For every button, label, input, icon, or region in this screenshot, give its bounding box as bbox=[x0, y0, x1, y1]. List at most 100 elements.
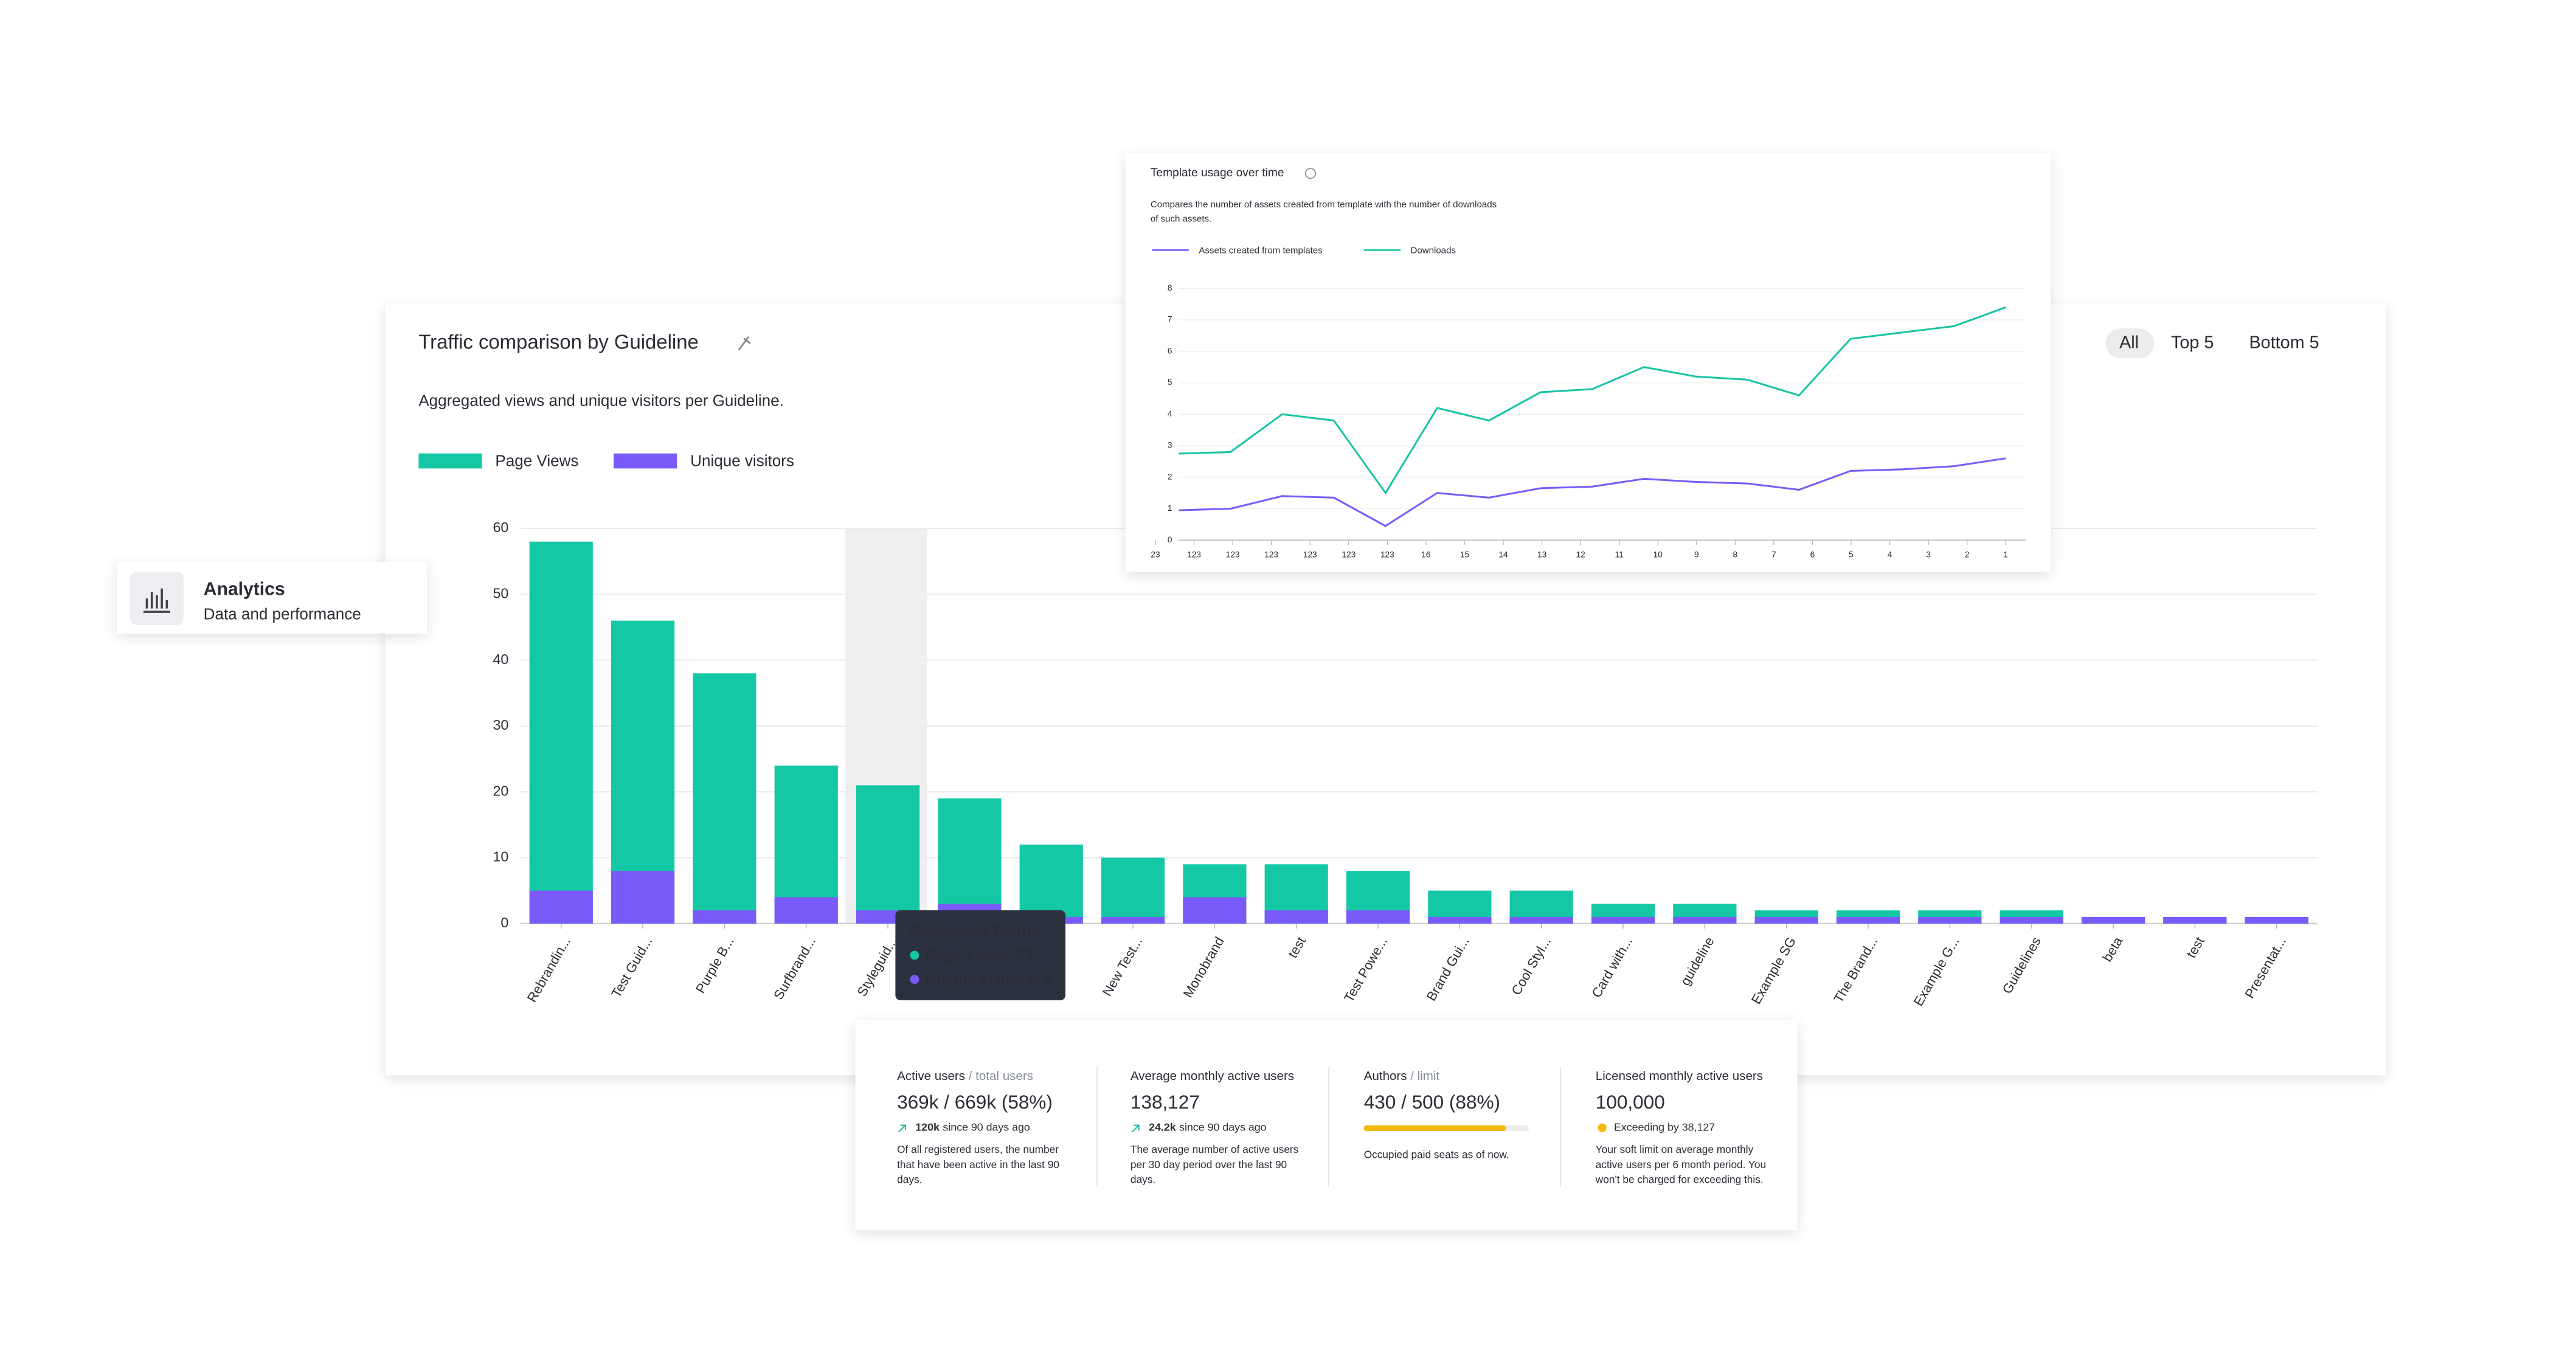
stat-description: per 30 day period over the last 90 bbox=[1130, 1158, 1287, 1171]
card bbox=[855, 1020, 1798, 1231]
legend-label: Downloads bbox=[1410, 246, 1456, 256]
line bbox=[1179, 306, 2006, 495]
filter-button[interactable]: Bottom 5 bbox=[2249, 333, 2319, 352]
x-tick-label: 16 bbox=[1421, 550, 1431, 559]
y-tick-label: 4 bbox=[1168, 409, 1172, 418]
y-tick-label: 0 bbox=[500, 915, 508, 930]
x-tick-label: 123 bbox=[1264, 550, 1278, 559]
y-tick-label: 3 bbox=[1168, 441, 1172, 450]
y-tick-label: 20 bbox=[493, 783, 508, 798]
bar bbox=[2163, 916, 2227, 924]
bar bbox=[1754, 916, 1818, 924]
x-tick-label: 2 bbox=[1965, 550, 1970, 559]
x-tick-label: 23 bbox=[1151, 550, 1160, 559]
stat-description: that have been active in the last 90 bbox=[897, 1158, 1059, 1171]
bar bbox=[1183, 897, 1247, 924]
y-tick-label: 60 bbox=[493, 519, 508, 535]
tooltip-box bbox=[895, 910, 1066, 1000]
x-tick-label: 4 bbox=[1888, 550, 1892, 559]
trend-icon bbox=[898, 1124, 906, 1133]
legend-label: Assets created from templates bbox=[1199, 246, 1322, 256]
y-tick-label: 8 bbox=[1168, 283, 1172, 292]
card bbox=[1125, 153, 2051, 572]
x-tick-label: 3 bbox=[1926, 550, 1931, 559]
info-icon bbox=[1304, 168, 1317, 179]
template-card: Template usage over time Compares the num… bbox=[1125, 153, 2051, 572]
stat-description: The average number of active users bbox=[1130, 1143, 1299, 1155]
tooltip-line: Unique visitors: 2 bbox=[926, 971, 1051, 988]
filter-button[interactable]: Top 5 bbox=[2171, 333, 2214, 352]
stat-description: won't be charged for exceeding this. bbox=[1595, 1174, 1764, 1186]
x-tick-label: 123 bbox=[1226, 550, 1240, 559]
bar bbox=[529, 890, 593, 924]
legend-swatch bbox=[418, 453, 482, 469]
x-tick-label: 123 bbox=[1380, 550, 1394, 559]
delta-value: 120k bbox=[915, 1121, 940, 1133]
bar bbox=[1346, 910, 1410, 924]
stat-value: 369k / 669k (58%) bbox=[897, 1091, 1053, 1113]
stat-value: 430 / 500 (88%) bbox=[1364, 1091, 1500, 1113]
stat-value: 100,000 bbox=[1596, 1091, 1665, 1113]
stat-label: Active users / total users bbox=[897, 1069, 1033, 1083]
bar bbox=[2081, 916, 2145, 924]
line bbox=[1179, 457, 2006, 527]
chart-title: Traffic comparison by Guideline bbox=[418, 330, 698, 353]
bar bbox=[938, 798, 1002, 924]
y-tick-label: 40 bbox=[493, 651, 508, 667]
label-suffix: / total users bbox=[965, 1069, 1033, 1083]
delta-text: since 90 days ago bbox=[943, 1121, 1030, 1133]
chart-subtitle: Aggregated views and unique visitors per… bbox=[418, 392, 784, 410]
chart-subtitle: Compares the number of assets created fr… bbox=[1151, 199, 1497, 210]
bar bbox=[1673, 916, 1737, 924]
legend-swatch bbox=[614, 453, 677, 469]
x-tick-label: 12 bbox=[1576, 550, 1585, 559]
filter-button[interactable]: All bbox=[2119, 333, 2139, 352]
label-main: Average monthly active users bbox=[1130, 1069, 1294, 1083]
stat-label: Licensed monthly active users bbox=[1596, 1069, 1763, 1083]
bar bbox=[1836, 916, 1900, 924]
chart-subtitle: of such assets. bbox=[1151, 213, 1211, 224]
tooltip-title: Styleguide Selina bbox=[909, 921, 1040, 940]
label-main: Active users bbox=[897, 1069, 965, 1083]
x-tick-label: 5 bbox=[1849, 550, 1854, 559]
x-tick-label: 1 bbox=[2003, 550, 2008, 559]
label-main: Authors bbox=[1364, 1069, 1407, 1083]
x-tick-label: 11 bbox=[1615, 550, 1624, 559]
stat-delta: 120k since 90 days ago bbox=[915, 1121, 1030, 1133]
x-tick-label: 7 bbox=[1771, 550, 1776, 559]
stat-label: Average monthly active users bbox=[1130, 1069, 1294, 1083]
filter-active bbox=[2105, 328, 2155, 359]
bar bbox=[693, 673, 757, 924]
item-title: Analytics bbox=[204, 579, 285, 599]
x-tick-label: 6 bbox=[1810, 550, 1815, 559]
stat-description: Your soft limit on average monthly bbox=[1596, 1143, 1754, 1155]
stat-description: days. bbox=[1130, 1174, 1155, 1186]
tooltip-dot bbox=[910, 975, 919, 985]
warning-icon bbox=[1598, 1123, 1607, 1132]
tooltip: Styleguide Selina Page Views: 21 Unique vi… bbox=[895, 910, 1066, 1000]
bar bbox=[1509, 916, 1573, 924]
bar bbox=[1101, 916, 1165, 924]
y-tick-label: 0 bbox=[1168, 535, 1172, 544]
x-tick-label: 10 bbox=[1653, 550, 1663, 559]
y-tick-label: 30 bbox=[493, 717, 508, 733]
bar bbox=[2000, 916, 2063, 924]
label-suffix: / limit bbox=[1407, 1069, 1440, 1083]
y-tick-label: 50 bbox=[493, 585, 508, 601]
stat-description: Occupied paid seats as of now. bbox=[1364, 1148, 1509, 1160]
legend-label: Page Views bbox=[495, 451, 578, 469]
x-tick-label: 13 bbox=[1537, 550, 1547, 559]
bar bbox=[693, 910, 757, 924]
stat-value: 138,127 bbox=[1130, 1091, 1200, 1113]
bar bbox=[2245, 916, 2308, 924]
stat-description: Of all registered users, the number bbox=[897, 1143, 1059, 1155]
tooltip-dot bbox=[910, 950, 919, 960]
y-tick-label: 2 bbox=[1168, 472, 1172, 481]
item-subtitle: Data and performance bbox=[204, 604, 361, 623]
y-tick-label: 7 bbox=[1168, 315, 1172, 324]
x-tick-label: 9 bbox=[1694, 550, 1699, 559]
chart-icon bbox=[143, 588, 170, 613]
label-main: Licensed monthly active users bbox=[1596, 1069, 1763, 1083]
bar bbox=[774, 897, 838, 924]
